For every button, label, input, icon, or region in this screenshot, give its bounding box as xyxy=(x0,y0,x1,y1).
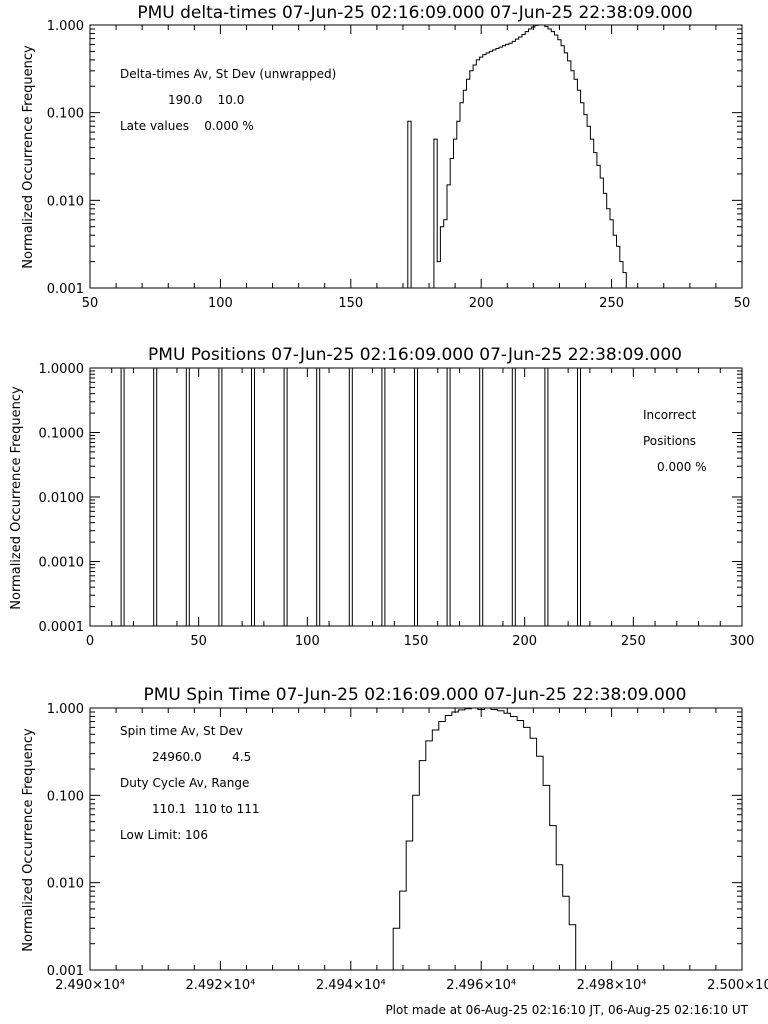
annotation-positions: Positions xyxy=(643,434,696,448)
position-bar xyxy=(544,367,549,627)
x-tick-label: 250 xyxy=(599,296,624,311)
y-tick-label: 0.0001 xyxy=(39,620,85,635)
x-tick-label: 2.498×10⁴ xyxy=(577,978,647,993)
x-tick-label: 2.496×10⁴ xyxy=(446,978,516,993)
x-tick-label: 150 xyxy=(404,634,429,649)
y-tick-label: 1.000 xyxy=(47,702,84,717)
annotation-delta-times-values: 190.0 10.0 xyxy=(168,93,244,107)
annotation-delta-times-header: Delta-times Av, St Dev (unwrapped) xyxy=(120,67,336,81)
y-tick-label: 0.1000 xyxy=(39,427,85,442)
annotation-low-limit: Low Limit: 106 xyxy=(120,828,208,842)
footer-plot-made: Plot made at 06-Aug-25 02:16:10 JT, 06-A… xyxy=(385,1003,748,1017)
chart-title-delta-times: PMU delta-times 07-Jun-25 02:16:09.000 0… xyxy=(137,3,692,23)
y-axis-label-delta-times: Normalized Occurrence Frequency xyxy=(21,45,36,269)
y-axis-label-spin-time: Normalized Occurrence Frequency xyxy=(21,728,36,952)
y-tick-label: 0.0100 xyxy=(39,491,85,506)
plot-frame-delta-times xyxy=(89,24,743,289)
x-tick-label: 300 xyxy=(730,634,755,649)
x-tick-label: 0 xyxy=(86,634,94,649)
annotation-late-values: Late values 0.000 % xyxy=(120,119,254,133)
panel-spin-time: PMU Spin Time 07-Jun-25 02:16:09.000 07-… xyxy=(21,685,768,993)
position-bar xyxy=(218,367,223,627)
position-bar xyxy=(283,367,288,627)
series-line-spin-time xyxy=(392,707,577,970)
x-tick-label: 250 xyxy=(621,634,646,649)
annotation-duty-cycle-header: Duty Cycle Av, Range xyxy=(120,776,249,790)
x-tick-label: 200 xyxy=(469,296,494,311)
position-bar xyxy=(316,367,321,627)
y-tick-label: 0.100 xyxy=(47,107,84,122)
annotation-duty-cycle-values: 110.1 110 to 111 xyxy=(152,802,259,816)
y-tick-label: 1.0000 xyxy=(39,362,85,377)
position-bar xyxy=(348,367,353,627)
y-tick-label: 1.000 xyxy=(47,19,84,34)
y-tick-label: 0.010 xyxy=(47,877,84,892)
x-tick-label: 2.492×10⁴ xyxy=(185,978,255,993)
position-bar xyxy=(446,367,451,627)
position-bar xyxy=(153,367,158,627)
annotation-incorrect: Incorrect xyxy=(643,408,696,422)
x-tick-label: 100 xyxy=(295,634,320,649)
position-bar xyxy=(577,367,581,627)
series-line-delta-times xyxy=(407,24,643,289)
y-tick-label: 0.001 xyxy=(47,964,84,979)
position-bar xyxy=(414,367,418,627)
y-tick-label: 0.0010 xyxy=(39,556,85,571)
panel-positions: PMU Positions 07-Jun-25 02:16:09.000 07-… xyxy=(9,345,754,649)
x-tick-label: 2.490×10⁴ xyxy=(55,978,125,993)
position-bar xyxy=(185,367,190,627)
x-tick-label: 150 xyxy=(338,296,363,311)
x-tick-label: 50 xyxy=(734,296,751,311)
x-tick-label: 2.494×10⁴ xyxy=(316,978,386,993)
chart-title-positions: PMU Positions 07-Jun-25 02:16:09.000 07-… xyxy=(148,345,682,365)
position-bar xyxy=(479,367,484,627)
x-tick-label: 200 xyxy=(512,634,537,649)
position-bar xyxy=(511,367,516,627)
annotation-spin-time-header: Spin time Av, St Dev xyxy=(120,724,243,738)
x-tick-label: 50 xyxy=(190,634,207,649)
y-tick-label: 0.100 xyxy=(47,789,84,804)
y-axis-label-positions: Normalized Occurrence Frequency xyxy=(9,386,24,610)
x-tick-label: 2.500×10⁴ xyxy=(707,978,768,993)
chart-title-spin-time: PMU Spin Time 07-Jun-25 02:16:09.000 07-… xyxy=(144,685,687,705)
x-tick-label: 50 xyxy=(82,296,99,311)
position-bar xyxy=(251,367,255,627)
plot-frame-spin-time xyxy=(89,707,743,971)
x-tick-label: 100 xyxy=(208,296,233,311)
y-tick-label: 0.001 xyxy=(47,282,84,297)
y-tick-label: 0.010 xyxy=(47,194,84,209)
panel-delta-times: PMU delta-times 07-Jun-25 02:16:09.000 0… xyxy=(21,3,750,311)
position-bar xyxy=(381,367,386,627)
annotation-positions-percent: 0.000 % xyxy=(657,460,707,474)
position-bar xyxy=(120,367,125,627)
annotation-spin-time-values: 24960.0 4.5 xyxy=(152,750,251,764)
